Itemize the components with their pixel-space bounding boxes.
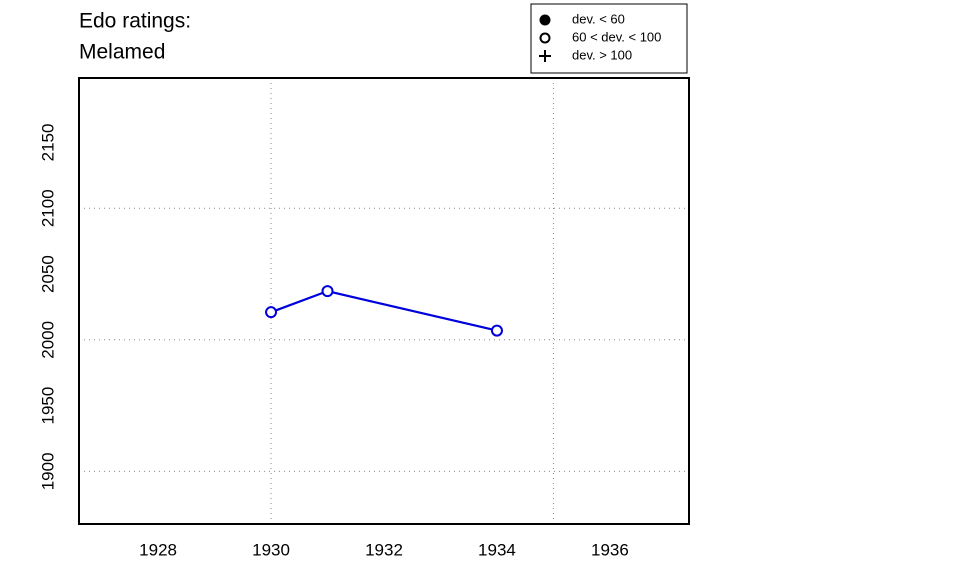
legend-label: 60 < dev. < 100 [572,29,661,44]
legend-symbol [539,14,551,26]
legend-symbol [539,50,551,62]
legend-box [530,3,688,74]
x-tick-label: 1934 [478,540,516,559]
y-tick-label: 2150 [38,124,57,162]
x-tick-label: 1930 [252,540,290,559]
legend-symbol [539,32,551,44]
point [265,306,278,319]
y-tick-label: 2050 [38,255,57,293]
x-tick-label: 1936 [591,540,629,559]
y-tick-label: 2000 [38,321,57,359]
point [490,324,503,337]
legend-label: dev. < 60 [572,11,625,26]
legend-label: dev. > 100 [572,47,632,62]
x-tick-label: 1928 [139,540,177,559]
chart-title: Edo ratings: [79,10,191,33]
chart-title: Melamed [79,41,165,64]
plot-frame [78,77,690,525]
x-tick-label: 1932 [365,540,403,559]
point [321,285,334,298]
y-tick-label: 2100 [38,189,57,227]
y-tick-label: 1950 [38,387,57,425]
y-tick-label: 1900 [38,452,57,490]
